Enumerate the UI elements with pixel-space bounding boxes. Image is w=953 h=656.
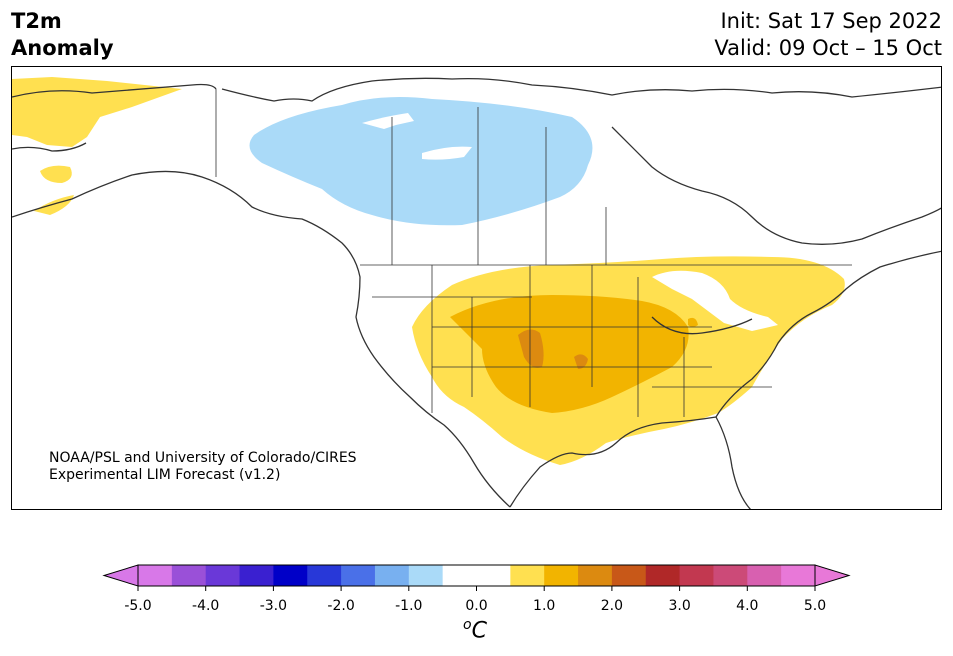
political-borders	[215, 89, 852, 417]
credit-line-2: Experimental LIM Forecast (v1.2)	[49, 467, 281, 483]
colorbar-swatch	[476, 565, 511, 586]
alaska-warm-area	[12, 77, 182, 147]
us-warm-peak-2	[574, 354, 588, 369]
colorbar-tick-label: 1.0	[533, 598, 556, 614]
colorbar-swatch	[645, 565, 681, 586]
credit-line-1: NOAA/PSL and University of Colorado/CIRE…	[49, 450, 357, 466]
colorbar-extend-low	[102, 564, 139, 587]
unit-symbol: C	[471, 618, 487, 644]
colorbar-swatch	[510, 565, 545, 586]
alaska-warm-sliver	[34, 195, 74, 215]
credit-text: NOAA/PSL and University of Colorado/CIRE…	[49, 450, 357, 484]
valid-dates: Valid: 09 Oct – 15 Oct	[714, 36, 942, 60]
coastlines	[12, 77, 941, 509]
init-date: Init: Sat 17 Sep 2022	[720, 9, 942, 33]
forecast-dates: Init: Sat 17 Sep 2022 Valid: 09 Oct – 15…	[714, 8, 942, 62]
unit-degree: o	[463, 617, 472, 633]
colorbar-swatch	[544, 565, 579, 586]
colorbar-tick-label: -5.0	[124, 598, 152, 614]
colorbar-tick-label: 3.0	[668, 598, 691, 614]
colorbar-swatch	[374, 565, 410, 586]
colorbar-tick-label: 4.0	[736, 598, 759, 614]
colorbar-swatch	[205, 565, 241, 586]
colorbar-swatch	[408, 565, 444, 586]
hudson-bay-lake	[362, 113, 414, 129]
title-line-2: Anomaly	[11, 36, 114, 60]
title-line-1: T2m	[11, 9, 62, 33]
map-title: T2m Anomaly	[11, 8, 114, 62]
colorbar-swatch	[611, 565, 647, 586]
colorbar-tick-label: -3.0	[259, 598, 288, 614]
alaska-warm-spot	[40, 165, 72, 183]
colorbar-tick-label: -2.0	[327, 598, 355, 614]
map-panel	[11, 66, 942, 510]
colorbar-swatch	[747, 565, 782, 586]
colorbar-unit: oC	[463, 617, 487, 643]
colorbar-swatch	[307, 565, 342, 586]
great-lakes	[652, 270, 778, 331]
colorbar-swatch	[578, 565, 613, 586]
colorbar-swatch	[239, 565, 274, 586]
colorbar-tick-label: 0.0	[465, 598, 488, 614]
colorbar-swatch	[341, 565, 376, 586]
us-warm-peak-1	[518, 329, 544, 368]
colorbar-extend-high	[814, 564, 851, 587]
canada-cool-area	[249, 97, 593, 226]
colorbar-tick-label: 5.0	[803, 598, 827, 614]
colorbar-swatch	[781, 565, 816, 586]
colorbar-swatch	[713, 565, 748, 586]
colorbar-swatch	[679, 565, 714, 586]
colorbar-tick-label: -1.0	[395, 598, 423, 614]
colorbar-swatch	[171, 565, 207, 586]
us-warm-core	[450, 295, 689, 413]
colorbar-swatch	[273, 565, 308, 586]
us-warm-peak-3	[688, 317, 698, 327]
great-slave-lake	[422, 146, 472, 160]
colorbar-tick-label: -4.0	[192, 598, 220, 614]
colorbar-swatch	[442, 565, 477, 586]
colorbar-tick-label: 2.0	[600, 598, 624, 614]
anomaly-map	[12, 77, 941, 509]
colorbar-swatch	[138, 565, 173, 586]
